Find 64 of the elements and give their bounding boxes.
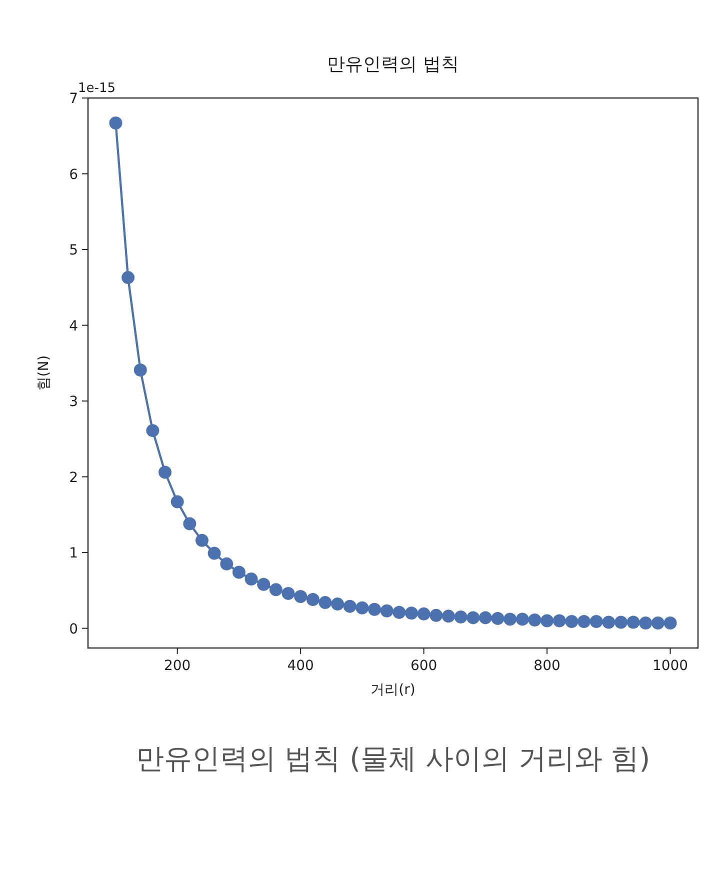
x-tick-label: 200 [164, 658, 191, 674]
text: 1e-15 [78, 81, 116, 96]
y-tick-label: 2 [69, 470, 78, 486]
point [380, 604, 394, 618]
point [528, 613, 542, 626]
y-tick-label: 7 [69, 91, 78, 107]
point [158, 466, 172, 479]
point [442, 610, 455, 623]
y-axis-title: 힘(N) [36, 355, 52, 391]
point [122, 271, 135, 284]
point [318, 596, 332, 610]
point [244, 572, 258, 586]
chart-title: 만유인력의 법칙 [327, 54, 459, 75]
x-tick-label: 600 [410, 658, 438, 674]
point [170, 495, 184, 508]
y-tick-label: 0 [69, 621, 78, 638]
point [639, 616, 652, 630]
x-tick-label: 400 [287, 658, 314, 674]
point [232, 566, 246, 579]
x-tick-label: 800 [534, 658, 560, 674]
point [356, 601, 369, 614]
y-tick-label: 4 [69, 318, 78, 334]
point [602, 616, 616, 629]
point [614, 616, 628, 629]
point [491, 612, 504, 625]
point [294, 590, 308, 603]
point [195, 534, 208, 547]
point [417, 607, 430, 620]
point [565, 614, 578, 628]
point [208, 546, 221, 560]
point [134, 363, 147, 376]
point [146, 424, 160, 438]
point [540, 614, 554, 628]
point [368, 602, 382, 616]
text: 만유인력의 법칙 (물체 사이의 거리와 힘) [136, 742, 650, 775]
point [590, 614, 603, 628]
point [392, 606, 406, 619]
y-tick-label: 1 [69, 546, 78, 562]
point [343, 600, 356, 613]
point [220, 557, 234, 570]
point [664, 616, 677, 630]
y-tick-label: 3 [69, 394, 78, 410]
point [504, 612, 517, 626]
point [404, 606, 418, 620]
point [454, 610, 468, 624]
x-axis-title: 거리(r) [370, 682, 416, 698]
point [626, 616, 640, 629]
point [183, 517, 196, 530]
x-tick-label: 1000 [652, 658, 688, 674]
point [109, 116, 122, 130]
point [466, 611, 480, 624]
point [430, 608, 443, 622]
point [516, 612, 529, 626]
point [478, 611, 492, 624]
point [306, 593, 320, 606]
y-tick-label: 5 [69, 242, 78, 259]
point [257, 578, 270, 591]
point [282, 586, 295, 600]
point [578, 614, 591, 628]
point [269, 583, 282, 596]
point [552, 614, 566, 628]
point [651, 616, 664, 630]
y-tick-label: 6 [69, 166, 78, 183]
point [331, 598, 344, 611]
